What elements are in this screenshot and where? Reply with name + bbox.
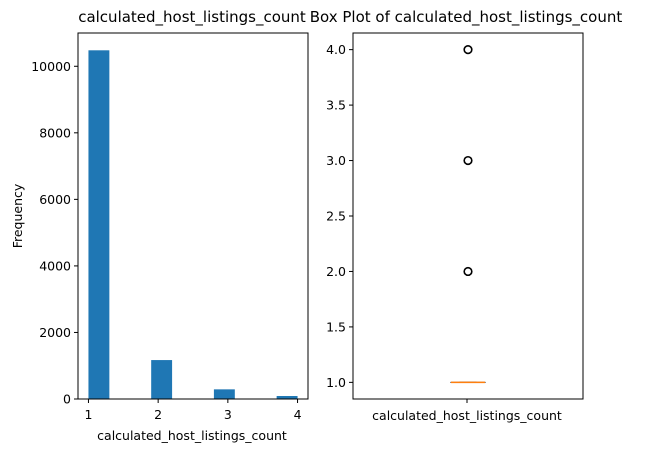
histogram-y-tick-label-1: 2000: [39, 325, 71, 340]
histogram-y-label: Frequency: [10, 183, 25, 248]
histogram-panel: calculated_host_listings_count 0 2000 4000…: [10, 8, 309, 443]
boxplot-y-tick-label-5: 3.5: [326, 98, 346, 113]
histogram-frame: [77, 32, 309, 400]
histogram-bar-0: [88, 50, 110, 399]
histogram-y-tick-label-2: 4000: [39, 258, 71, 273]
histogram-bar-3: [151, 360, 173, 399]
histogram-x-ticks: 1 2 3 4: [84, 399, 302, 422]
histogram-bar-6: [213, 389, 235, 399]
boxplot-y-tick-label-4: 3.0: [326, 153, 346, 168]
histogram-y-ticks: 0 2000 4000 6000 8000 10000: [31, 59, 78, 407]
boxplot-y-tick-label-2: 2.0: [326, 264, 346, 279]
boxplot-frame: [352, 32, 584, 400]
boxplot-panel: Box Plot of calculated_host_listings_cou…: [310, 8, 623, 423]
histogram-y-tick-label-3: 6000: [39, 192, 71, 207]
histogram-y-tick-label-5: 10000: [31, 59, 71, 74]
histogram-bar-9: [276, 396, 298, 399]
histogram-x-tick-label-3: 4: [294, 407, 302, 422]
boxplot-y-ticks: 1.0 1.5 2.0 2.5 3.0 3.5 4.0: [326, 42, 353, 390]
boxplot-marks: [450, 45, 486, 384]
boxplot-title: Box Plot of calculated_host_listings_cou…: [310, 8, 623, 27]
boxplot-y-tick-label-1: 1.5: [326, 319, 346, 334]
boxplot-outlier-2: [463, 45, 473, 55]
histogram-x-tick-label-0: 1: [84, 407, 92, 422]
histogram-y-tick-label-4: 8000: [39, 125, 71, 140]
histogram-x-label: calculated_host_listings_count: [97, 428, 287, 443]
boxplot-outlier-1: [463, 155, 473, 166]
boxplot-x-tick-label: calculated_host_listings_count: [372, 408, 562, 423]
histogram-x-tick-label-2: 3: [224, 407, 232, 422]
histogram-x-tick-label-1: 2: [154, 407, 162, 422]
histogram-bars: [88, 50, 298, 399]
boxplot-y-tick-label-3: 2.5: [326, 209, 346, 224]
boxplot-y-tick-label-0: 1.0: [326, 375, 346, 390]
histogram-title: calculated_host_listings_count: [78, 8, 306, 27]
boxplot-y-tick-label-6: 4.0: [326, 42, 346, 57]
histogram-y-tick-label-0: 0: [63, 392, 71, 407]
boxplot-outlier-0: [463, 266, 473, 277]
